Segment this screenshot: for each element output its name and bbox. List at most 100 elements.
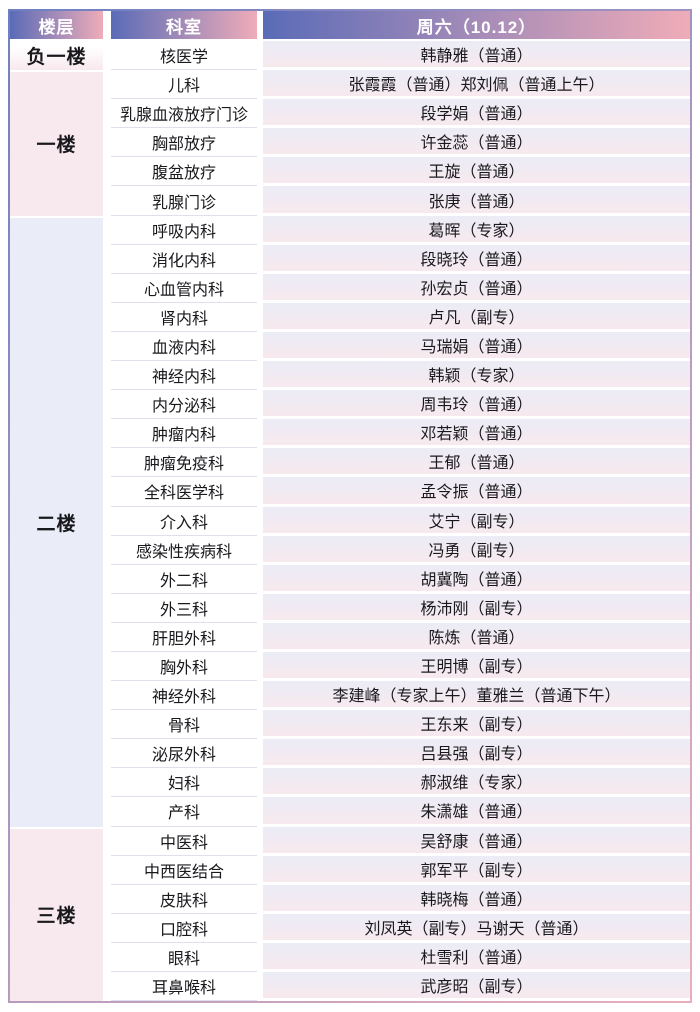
department-cell: 皮肤科 [111, 884, 257, 914]
department-cell: 感染性疾病科 [111, 535, 257, 565]
doctor-schedule-cell: 武彦昭（副专） [263, 972, 690, 1002]
floor-label: 二楼 [10, 215, 103, 827]
doctor-schedule-cell: 李建峰（专家上午）董雅兰（普通下午） [263, 681, 690, 711]
doctor-schedule-cell: 韩晓梅（普通） [263, 884, 690, 914]
header-floor: 楼层 [10, 11, 103, 39]
doctor-schedule-cell: 王东来（副专） [263, 710, 690, 740]
department-cell: 外二科 [111, 564, 257, 594]
doctor-schedule-cell: 张霞霞（普通）郑刘佩（普通上午） [263, 70, 690, 100]
department-cell: 血液内科 [111, 331, 257, 362]
table-row: 内分泌科 周韦玲（普通） [103, 390, 690, 420]
department-cell: 儿科 [111, 70, 257, 100]
doctor-schedule-cell: 吴舒康（普通） [263, 826, 690, 856]
section-rows: 中医科 吴舒康（普通） 中西医结合 郭军平（副专） 皮肤科 韩晓梅（普通） 口腔… [103, 826, 690, 1002]
table-row: 外二科 胡冀陶（普通） [103, 564, 690, 594]
department-cell: 核医学 [111, 41, 257, 71]
doctor-schedule-cell: 张庚（普通） [263, 186, 690, 216]
table-row: 肿瘤内科 邓若颖（普通） [103, 419, 690, 449]
section-rows: 呼吸内科 葛晖（专家） 消化内科 段晓玲（普通） 心血管内科 孙宏贞（普通） 肾… [103, 215, 690, 827]
floor-section: 一楼 儿科 张霞霞（普通）郑刘佩（普通上午） 乳腺血液放疗门诊 段学娟（普通） … [10, 70, 690, 216]
doctor-schedule-cell: 许金蕊（普通） [263, 128, 690, 158]
table-row: 核医学 韩静雅（普通） [103, 41, 690, 71]
department-cell: 肾内科 [111, 302, 257, 332]
doctor-schedule-cell: 朱潇雄（普通） [263, 797, 690, 827]
doctor-schedule-cell: 杜雪利（普通） [263, 942, 690, 972]
department-cell: 神经内科 [111, 361, 257, 391]
table-row: 眼科 杜雪利（普通） [103, 942, 690, 972]
doctor-schedule-cell: 王旋（普通） [263, 157, 690, 187]
doctor-schedule-cell: 陈炼（普通） [263, 622, 690, 652]
department-cell: 心血管内科 [111, 273, 257, 303]
table-body: 负一楼 核医学 韩静雅（普通） 一楼 儿科 张霞霞（普通）郑刘佩（普通上午） 乳… [10, 41, 690, 1002]
doctor-schedule-cell: 卢凡（副专） [263, 302, 690, 332]
table-row: 呼吸内科 葛晖（专家） [103, 215, 690, 245]
header-saturday-date: 周六（10.12） [263, 11, 690, 39]
department-cell: 全科医学科 [111, 477, 257, 507]
doctor-schedule-cell: 刘凤英（副专）马谢天（普通） [263, 913, 690, 943]
section-rows: 儿科 张霞霞（普通）郑刘佩（普通上午） 乳腺血液放疗门诊 段学娟（普通） 胸部放… [103, 70, 690, 216]
table-row: 妇科 郝淑维（专家） [103, 768, 690, 798]
table-row: 心血管内科 孙宏贞（普通） [103, 273, 690, 303]
table-row: 胸外科 王明博（副专） [103, 651, 690, 682]
table-row: 外三科 杨沛刚（副专） [103, 593, 690, 623]
doctor-schedule-cell: 周韦玲（普通） [263, 390, 690, 420]
table-row: 中西医结合 郭军平（副专） [103, 855, 690, 885]
doctor-schedule-cell: 段晓玲（普通） [263, 244, 690, 274]
department-cell: 乳腺血液放疗门诊 [111, 99, 257, 129]
department-cell: 产科 [111, 797, 257, 827]
doctor-schedule-cell: 韩静雅（普通） [263, 41, 690, 71]
doctor-schedule-cell: 马瑞娟（普通） [263, 331, 690, 362]
table-row: 肿瘤免疫科 王郁（普通） [103, 448, 690, 478]
floor-label: 一楼 [10, 70, 103, 216]
doctor-schedule-cell: 韩颖（专家） [263, 361, 690, 391]
table-row: 介入科 艾宁（副专） [103, 506, 690, 536]
table-row: 口腔科 刘凤英（副专）马谢天（普通） [103, 913, 690, 943]
department-cell: 胸外科 [111, 651, 257, 682]
department-cell: 口腔科 [111, 913, 257, 943]
table-row: 神经内科 韩颖（专家） [103, 361, 690, 391]
hospital-schedule-table: 楼层 科室 周六（10.12） 负一楼 核医学 韩静雅（普通） 一楼 儿科 张霞… [8, 9, 692, 1004]
doctor-schedule-cell: 郭军平（副专） [263, 855, 690, 885]
doctor-schedule-cell: 吕县强（副专） [263, 739, 690, 769]
department-cell: 胸部放疗 [111, 128, 257, 158]
table-row: 消化内科 段晓玲（普通） [103, 244, 690, 274]
doctor-schedule-cell: 胡冀陶（普通） [263, 564, 690, 594]
department-cell: 呼吸内科 [111, 215, 257, 245]
doctor-schedule-cell: 艾宁（副专） [263, 506, 690, 536]
table-row: 产科 朱潇雄（普通） [103, 797, 690, 827]
department-cell: 乳腺门诊 [111, 186, 257, 216]
department-cell: 消化内科 [111, 244, 257, 274]
table-row: 血液内科 马瑞娟（普通） [103, 331, 690, 362]
doctor-schedule-cell: 王明博（副专） [263, 651, 690, 682]
table-row: 肝胆外科 陈炼（普通） [103, 622, 690, 652]
doctor-schedule-cell: 邓若颖（普通） [263, 419, 690, 449]
doctor-schedule-cell: 孙宏贞（普通） [263, 273, 690, 303]
floor-label: 负一楼 [10, 41, 103, 71]
doctor-schedule-cell: 葛晖（专家） [263, 215, 690, 245]
department-cell: 肿瘤免疫科 [111, 448, 257, 478]
table-row: 儿科 张霞霞（普通）郑刘佩（普通上午） [103, 70, 690, 100]
table-row: 骨科 王东来（副专） [103, 710, 690, 740]
table-row: 神经外科 李建峰（专家上午）董雅兰（普通下午） [103, 681, 690, 711]
department-cell: 妇科 [111, 768, 257, 798]
floor-label: 三楼 [10, 826, 103, 1002]
doctor-schedule-cell: 杨沛刚（副专） [263, 593, 690, 623]
department-cell: 外三科 [111, 593, 257, 623]
table-row: 泌尿外科 吕县强（副专） [103, 739, 690, 769]
department-cell: 介入科 [111, 506, 257, 536]
table-row: 感染性疾病科 冯勇（副专） [103, 535, 690, 565]
table-row: 乳腺血液放疗门诊 段学娟（普通） [103, 99, 690, 129]
doctor-schedule-cell: 王郁（普通） [263, 448, 690, 478]
department-cell: 肝胆外科 [111, 622, 257, 652]
floor-section: 三楼 中医科 吴舒康（普通） 中西医结合 郭军平（副专） 皮肤科 韩晓梅（普通）… [10, 826, 690, 1002]
table-row: 乳腺门诊 张庚（普通） [103, 186, 690, 216]
department-cell: 神经外科 [111, 681, 257, 711]
doctor-schedule-cell: 冯勇（副专） [263, 535, 690, 565]
department-cell: 眼科 [111, 942, 257, 972]
table-row: 胸部放疗 许金蕊（普通） [103, 128, 690, 158]
department-cell: 腹盆放疗 [111, 157, 257, 187]
table-header-row: 楼层 科室 周六（10.12） [10, 11, 690, 39]
doctor-schedule-cell: 孟令振（普通） [263, 477, 690, 507]
table-row: 腹盆放疗 王旋（普通） [103, 157, 690, 187]
department-cell: 内分泌科 [111, 390, 257, 420]
